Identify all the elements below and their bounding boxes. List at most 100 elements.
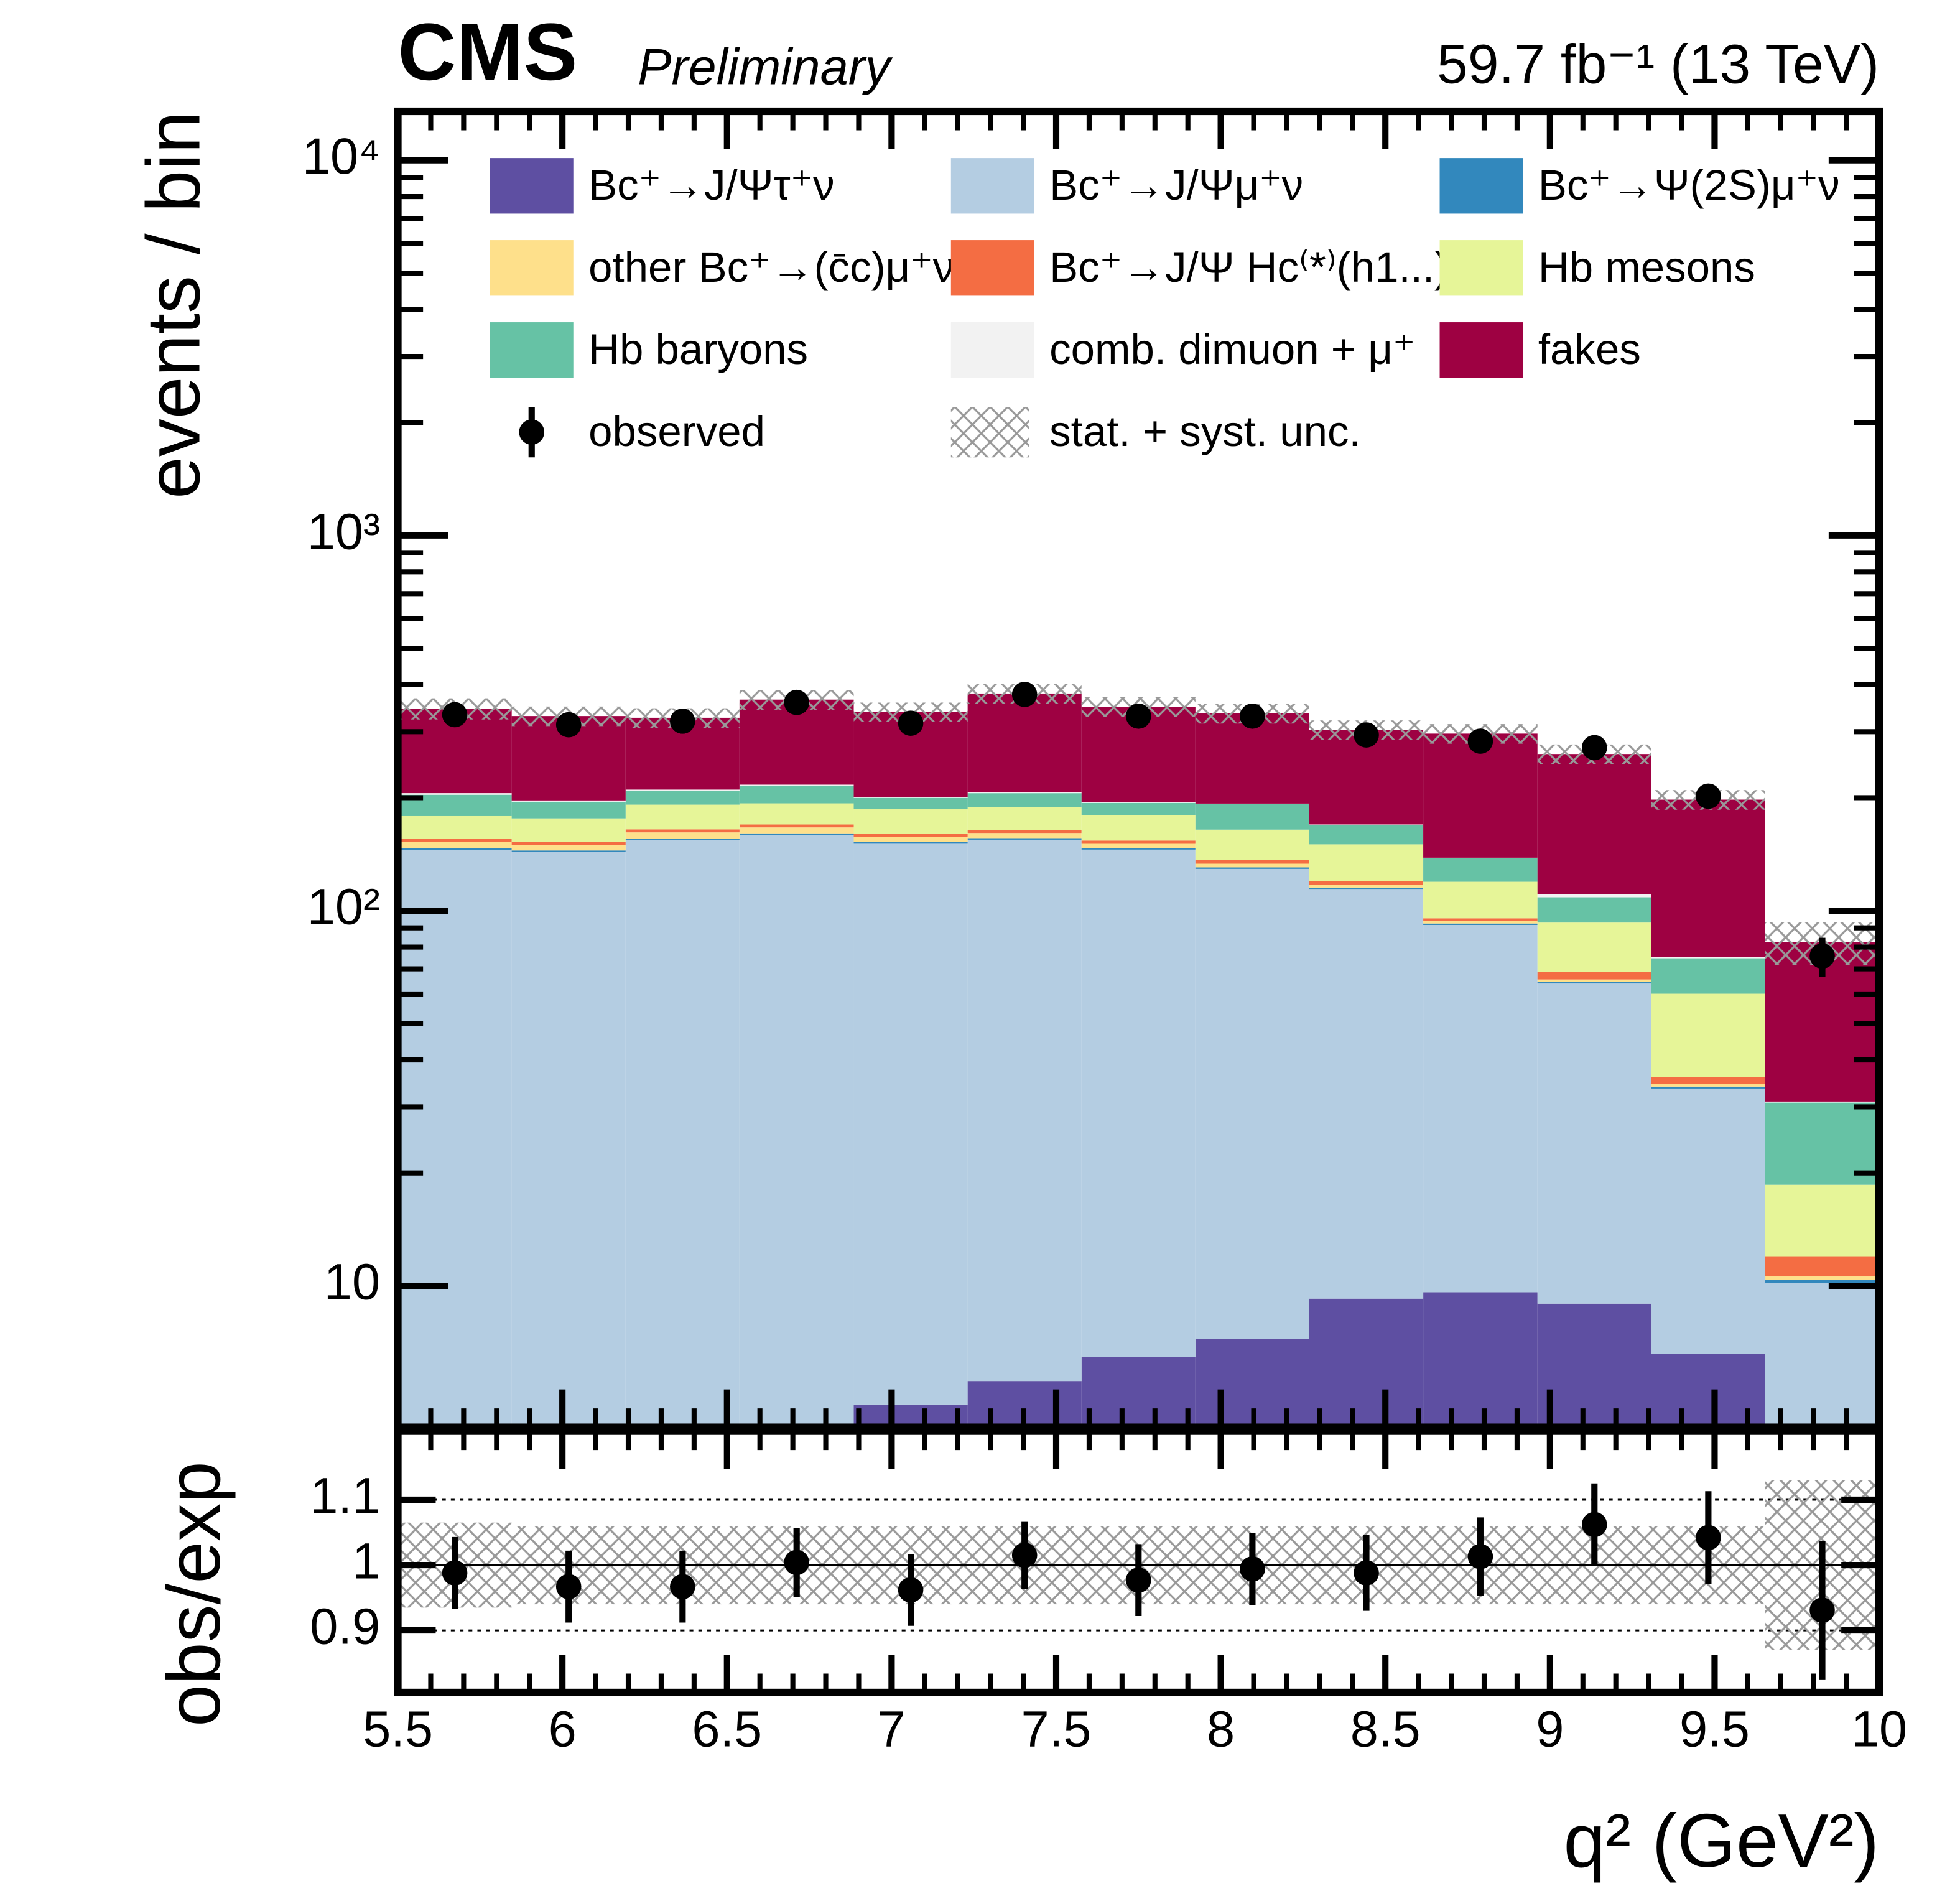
y-axis-label: events / bin [131, 111, 215, 499]
x-tick-label: 10 [1851, 1701, 1907, 1757]
observed-point [1125, 703, 1151, 729]
hist-segment [739, 827, 854, 834]
hist-segment [625, 829, 740, 833]
hist-segment [1537, 983, 1651, 1304]
hist-segment [1081, 849, 1196, 1357]
hist-segment [1765, 1256, 1880, 1277]
hist-segment [1081, 802, 1196, 815]
observed-point [1467, 728, 1493, 754]
ratio-point [1011, 1542, 1038, 1568]
ratio-point [1240, 1556, 1265, 1582]
legend-label: Hb baryons [588, 325, 808, 373]
hist-segment [1537, 754, 1651, 894]
ratio-point [898, 1577, 924, 1603]
legend-label: comb. dimuon + μ⁺ [1049, 325, 1415, 373]
hist-segment [1651, 957, 1765, 959]
legend-swatch [1439, 240, 1523, 296]
ratio-point [1696, 1525, 1721, 1551]
hist-segment [739, 833, 854, 835]
hist-segment [1537, 979, 1651, 982]
x-tick-label: 7.5 [1021, 1701, 1092, 1757]
hist-segment [1651, 993, 1765, 1077]
hist-segment [625, 839, 740, 840]
hist-segment [1195, 863, 1309, 868]
hist-segment [1651, 1088, 1765, 1354]
hist-segment [1309, 824, 1424, 825]
hist-segment [1081, 815, 1196, 841]
x-tick-label: 8.5 [1350, 1701, 1421, 1757]
ratio-y-tick-label: 1 [352, 1533, 380, 1589]
hist-segment [853, 834, 968, 837]
hist-segment [1309, 889, 1424, 1299]
x-tick-label: 7 [878, 1701, 906, 1757]
axes: 10 10² 10³ 10⁴ 0.9 1 1.1 5.5 6 6.5 7 7.5 8 8.5 9 9.5 10 B… [302, 107, 1907, 1757]
lumi-label: 59.7 fb⁻¹ (13 TeV) [1437, 33, 1879, 95]
hist-segment [853, 837, 968, 842]
hist-segment [739, 786, 854, 804]
ratio-frame [394, 1427, 1883, 1697]
observed-point [1354, 722, 1379, 748]
hist-segment [967, 833, 1082, 839]
x-tick-label: 6.5 [692, 1701, 762, 1757]
y-tick-label: 10⁴ [302, 128, 380, 185]
hist-segment [1309, 881, 1424, 885]
hist-segment [1309, 887, 1424, 890]
hist-segment [511, 842, 626, 845]
hist-segment [1309, 1298, 1424, 1428]
hist-segment [1765, 1101, 1880, 1103]
cms-label: CMS [398, 6, 578, 97]
hist-segment [625, 789, 740, 791]
ratio-point [1354, 1560, 1379, 1586]
legend-label: Hb mesons [1538, 243, 1755, 291]
legend-swatch [1439, 322, 1523, 378]
legend-label: other Bc⁺→(c̄c)μ⁺ν [588, 243, 954, 291]
hist-segment [625, 832, 740, 839]
ratio-point [555, 1574, 582, 1600]
hist-segment [1195, 868, 1309, 1339]
hist-segment [967, 838, 1082, 840]
legend-swatch [519, 419, 545, 445]
x-tick-label: 9.5 [1679, 1701, 1750, 1757]
observed-point [1011, 682, 1038, 707]
x-tick-label: 6 [549, 1701, 577, 1757]
ratio-point [784, 1550, 810, 1576]
hist-segment [1081, 848, 1196, 850]
hist-segment [967, 839, 1082, 1382]
hist-segment [1765, 1283, 1880, 1428]
x-axis-label: q² (GeV²) [1564, 1798, 1880, 1883]
hist-segment [397, 848, 512, 850]
legend-swatch [490, 322, 574, 378]
legend-swatch [950, 322, 1034, 378]
observed-point [898, 710, 924, 736]
hist-segment [1195, 804, 1309, 830]
hist-segment [1423, 923, 1538, 925]
hist-segment [1537, 897, 1651, 923]
legend-label: Bc⁺→J/Ψμ⁺ν [1049, 161, 1303, 209]
hist-segment [967, 792, 1082, 794]
hist-segment [967, 793, 1082, 807]
hist-segment [739, 824, 854, 828]
observed-point [555, 712, 582, 738]
hist-segment [1537, 1303, 1651, 1428]
hist-segment [1537, 982, 1651, 984]
ratio-point [670, 1574, 695, 1600]
hist-segment [511, 845, 626, 851]
observed-point [442, 702, 468, 728]
hist-segment [853, 842, 968, 844]
hist-segment [1309, 844, 1424, 881]
hist-segment [1081, 1357, 1196, 1428]
hist-segment [397, 842, 512, 848]
hist-segment [739, 803, 854, 825]
y-tick-label: 10³ [307, 503, 380, 560]
hist-segment [397, 839, 512, 842]
hist-segment [967, 830, 1082, 834]
hist-segment [397, 850, 512, 1428]
legend-swatch [1439, 158, 1523, 214]
hist-segment [1537, 894, 1651, 898]
legend-label: Bc⁺→J/Ψ Hc⁽*⁾(h1...) [1049, 243, 1449, 291]
legend-label: Bc⁺→Ψ(2S)μ⁺ν [1538, 161, 1840, 209]
hist-segment [1537, 972, 1651, 980]
hist-segment [739, 835, 854, 1428]
hist-segment [511, 818, 626, 842]
hist-segment [853, 843, 968, 1405]
